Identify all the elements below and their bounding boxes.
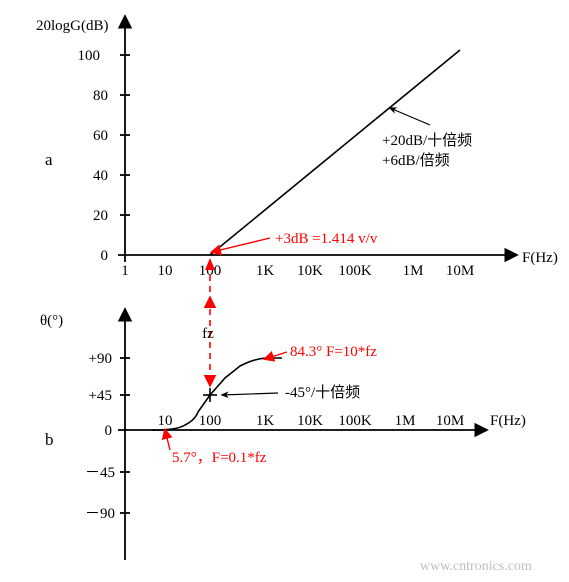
- svg-text:20: 20: [93, 208, 108, 224]
- slope-annot-line2: +6dB/倍频: [382, 152, 450, 169]
- slope-annot-arrow: [390, 108, 430, 125]
- svg-text:10: 10: [158, 413, 173, 429]
- svg-text:+90: +90: [89, 351, 112, 367]
- svg-text:1K: 1K: [256, 413, 275, 429]
- svg-text:80: 80: [93, 88, 108, 104]
- svg-text:+45: +45: [89, 388, 112, 404]
- svg-text:100: 100: [199, 413, 222, 429]
- chart-b-ylabel: θ(°): [40, 313, 63, 329]
- chart-a-xlabel: F(Hz): [522, 250, 558, 266]
- svg-text:100K: 100K: [338, 413, 372, 429]
- annot-neg45-text: -45°/十倍频: [285, 384, 360, 401]
- annot-3db-arrow: [212, 238, 270, 252]
- svg-text:1M: 1M: [395, 413, 416, 429]
- annot-neg45-arrow: [222, 393, 278, 395]
- annot-843-text: 84.3° F=10*fz: [290, 344, 377, 360]
- slope-annot-line1: +20dB/十倍频: [382, 132, 472, 149]
- fz-label: fz: [202, 326, 214, 342]
- bode-diagram-figure: www.cntronics.com a 20logG(dB) F(Hz) 0 2…: [0, 0, 569, 582]
- annot-57-text: 5.7°，F=0.1*fz: [172, 450, 267, 466]
- svg-text:10M: 10M: [436, 413, 464, 429]
- svg-text:10M: 10M: [446, 263, 474, 279]
- svg-text:100: 100: [78, 48, 101, 64]
- svg-text:10K: 10K: [297, 263, 323, 279]
- chart-b: b θ(°) F(Hz) 0 +45 +90 －45 －90 10 100 1K…: [40, 258, 526, 560]
- chart-a-label: a: [45, 150, 53, 169]
- chart-b-xticks: 10 100 1K 10K 100K 1M 10M: [158, 413, 465, 429]
- svg-text:10: 10: [158, 263, 173, 279]
- chart-a-xticks: 1 10 100 1K 10K 100K 1M 10M: [121, 263, 474, 279]
- chart-b-label: b: [45, 430, 54, 449]
- svg-text:－45: －45: [85, 465, 115, 481]
- chart-b-xlabel: F(Hz): [490, 413, 526, 429]
- chart-a-ylabel: 20logG(dB): [36, 18, 109, 34]
- chart-b-yticks: 0 +45 +90 －45 －90: [85, 351, 130, 522]
- svg-text:10K: 10K: [297, 413, 323, 429]
- watermark: www.cntronics.com: [420, 559, 532, 574]
- annot-57-arrow: [165, 430, 170, 450]
- svg-text:100K: 100K: [338, 263, 372, 279]
- svg-text:40: 40: [93, 168, 108, 184]
- svg-text:60: 60: [93, 128, 108, 144]
- svg-text:0: 0: [101, 248, 109, 264]
- svg-text:－90: －90: [85, 506, 115, 522]
- annot-3db-text: +3dB =1.414 v/v: [275, 231, 378, 247]
- svg-text:1K: 1K: [256, 263, 275, 279]
- svg-text:0: 0: [105, 423, 113, 439]
- chart-a-yticks: 0 20 40 60 80 100: [78, 48, 131, 264]
- svg-text:1M: 1M: [403, 263, 424, 279]
- chart-a: a 20logG(dB) F(Hz) 0 20 40 60 80 100 1 1…: [36, 17, 558, 279]
- svg-text:1: 1: [121, 263, 129, 279]
